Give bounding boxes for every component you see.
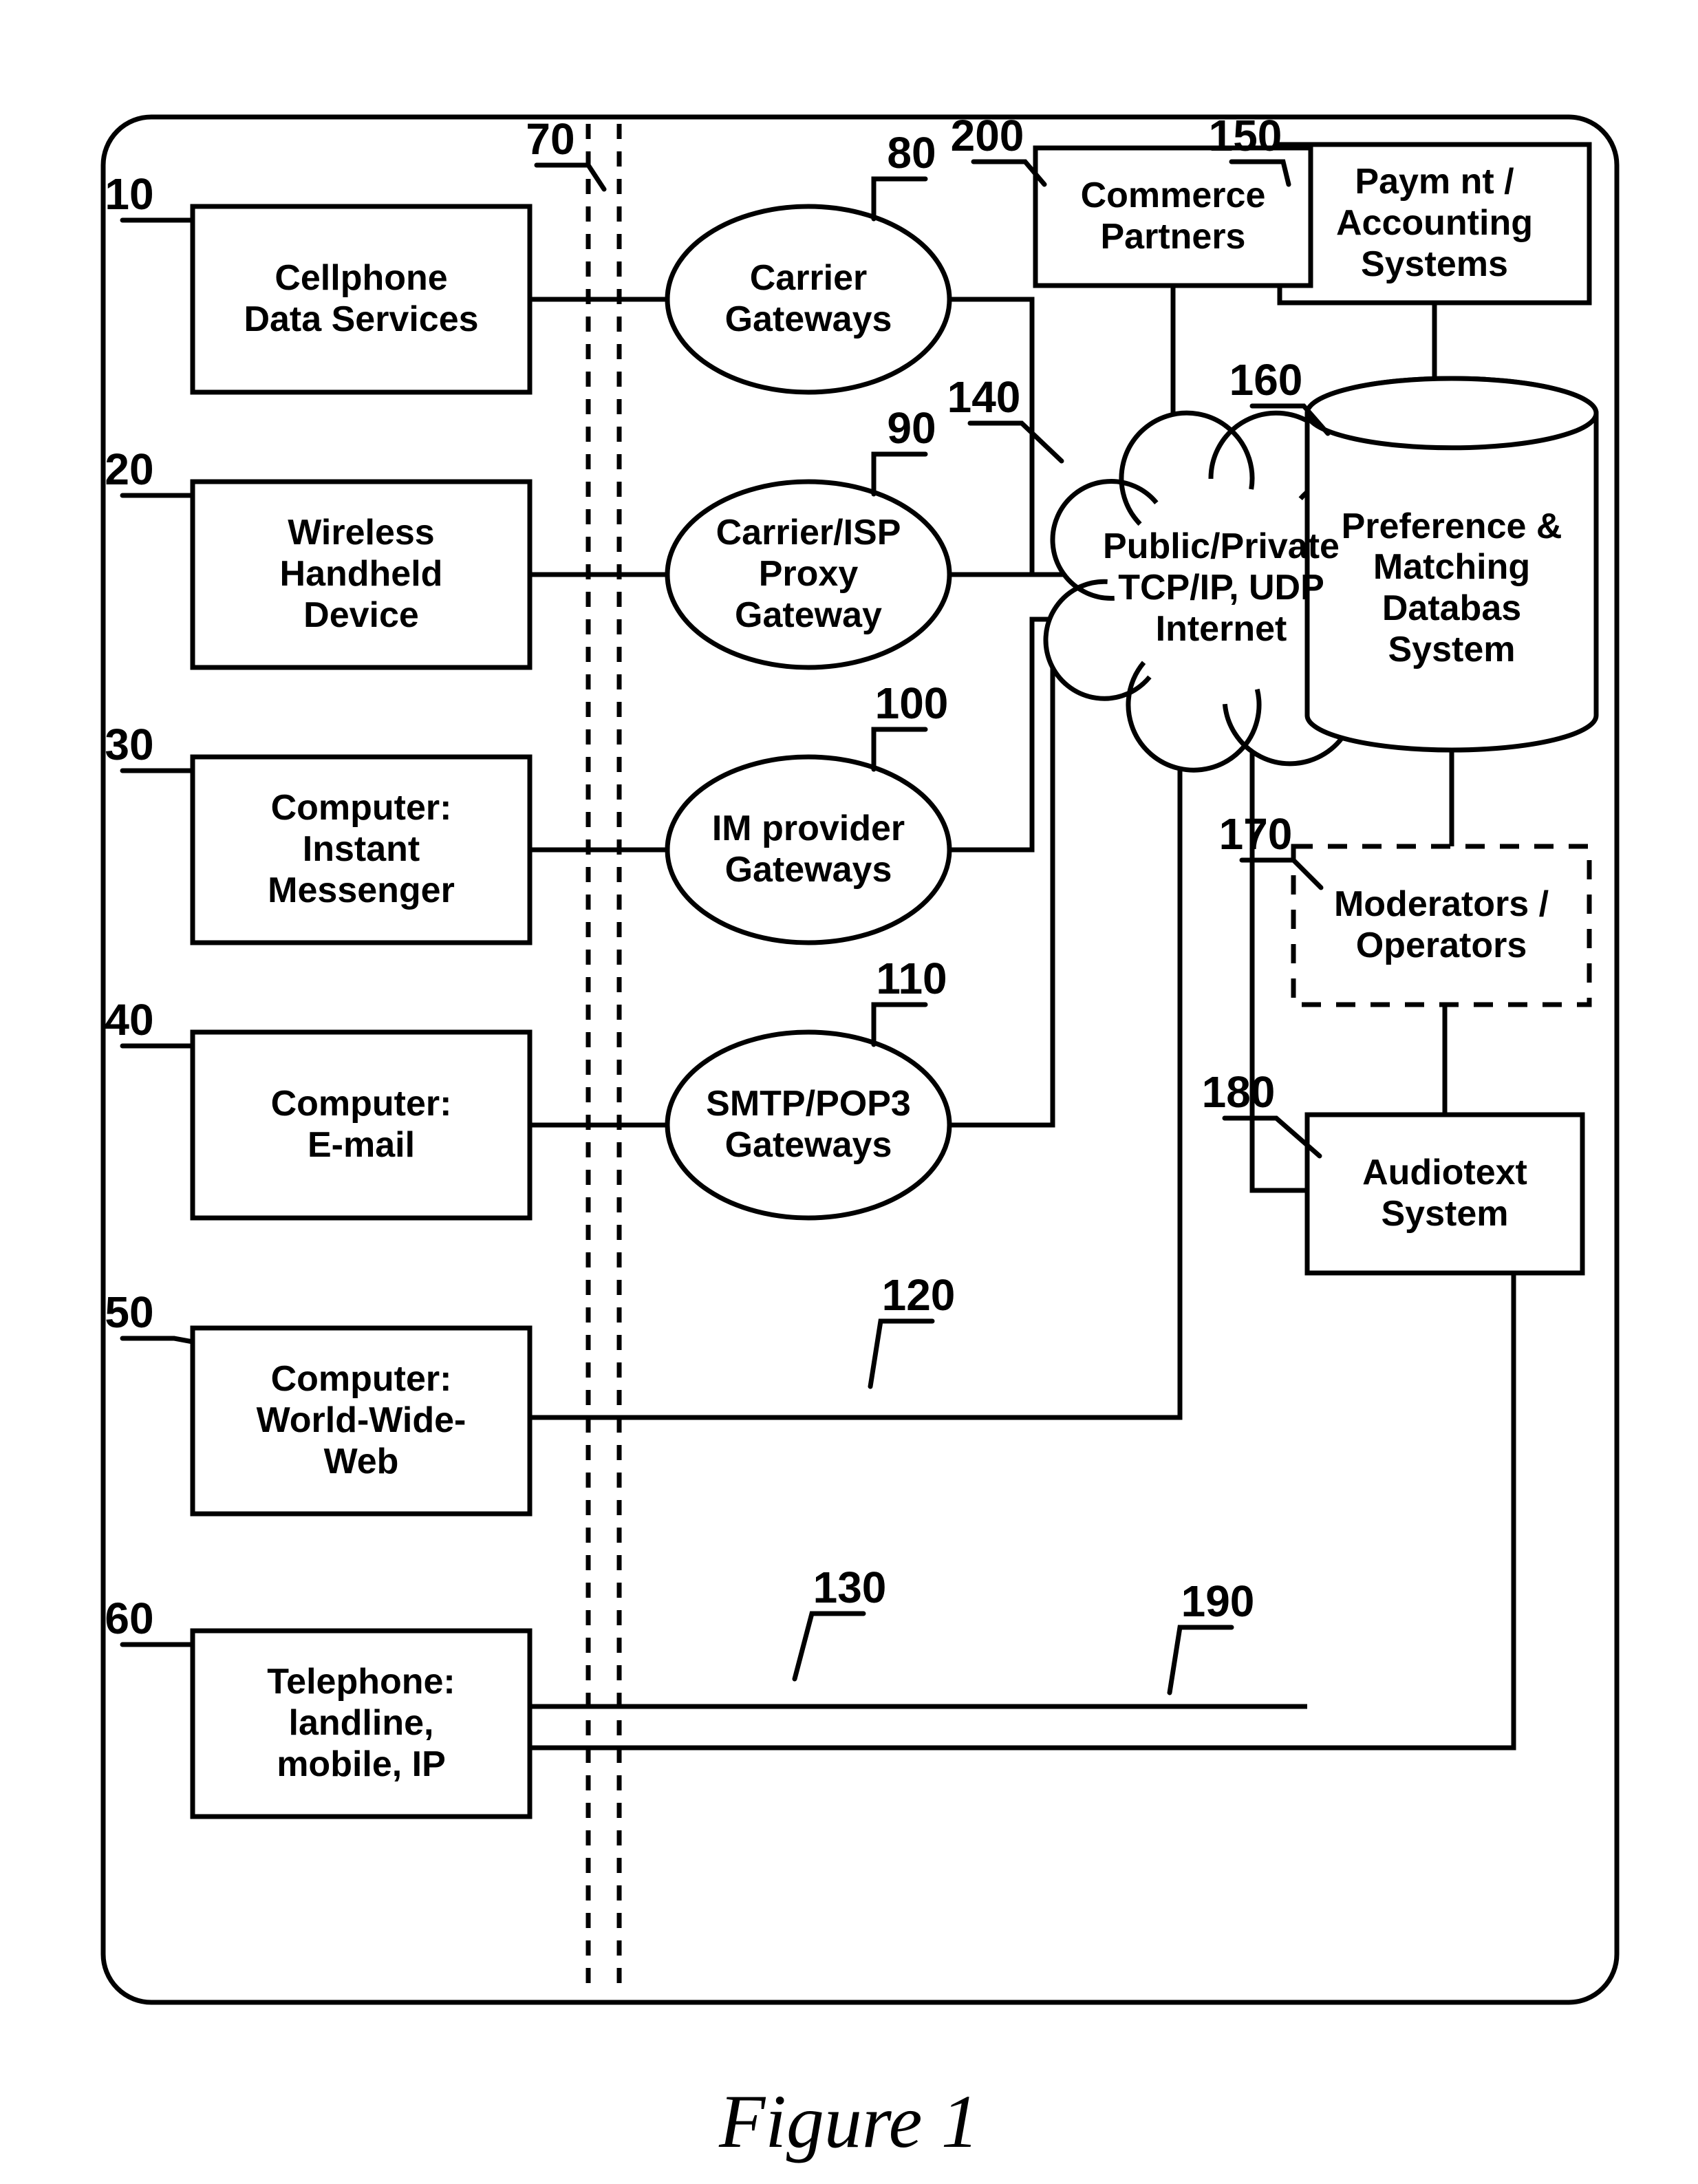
diagram-page: Cellphone Data ServicesWireless Handheld…: [0, 0, 1698, 2184]
nodes: [193, 144, 1596, 1817]
diagram-svg: [0, 0, 1698, 2184]
